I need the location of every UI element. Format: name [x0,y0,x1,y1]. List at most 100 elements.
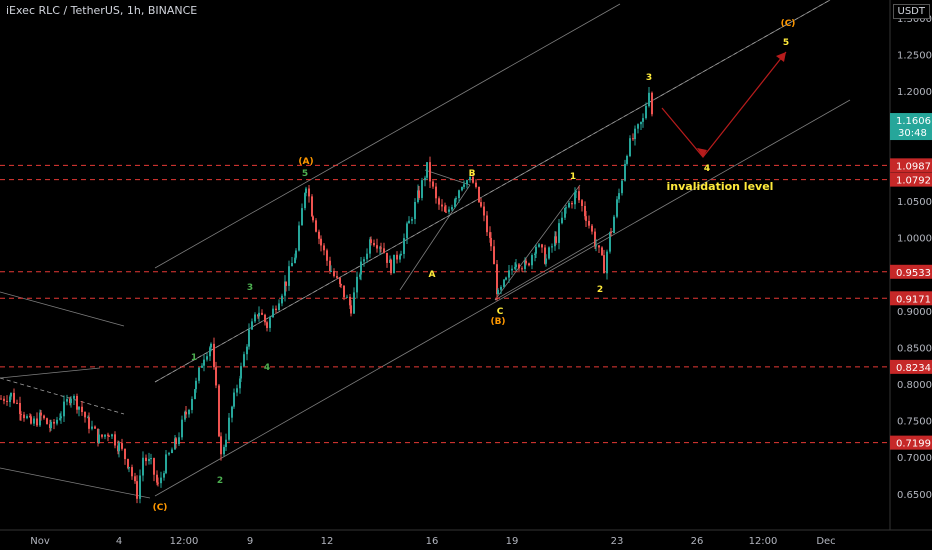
candle-body [565,207,567,209]
candle-body [601,247,603,256]
candle-body [591,225,593,232]
candle-body [118,443,120,452]
candle-body [588,220,590,226]
candle-body [50,421,52,428]
trend-line [154,99,851,497]
projection-arrowhead [697,148,707,157]
y-tick-label: 1.0500 [897,197,932,208]
candle-body [298,225,300,251]
candle-body [463,184,465,187]
candle-body [426,162,428,178]
x-tick-label: 16 [426,536,439,547]
candle-body [408,220,410,224]
candle-body [414,201,416,220]
wave-label: C [497,307,504,317]
x-tick-label: 19 [506,536,519,547]
candle-body [349,296,351,306]
candle-body [188,409,190,415]
candle-body [548,247,550,259]
candle-body [178,437,180,445]
wave-label: A [429,270,436,280]
candle-body [201,365,203,368]
candle-body [396,254,398,260]
candle-body [285,281,287,286]
candle-body [59,418,61,420]
wave-label: 2 [217,476,223,486]
candle-body [455,198,457,200]
level-price-label: 0.7199 [896,439,931,450]
candle-body [13,392,15,403]
candle-body [545,258,547,264]
candle-body [610,232,612,234]
candle-body [73,395,75,399]
candle-body [269,317,271,328]
candle-body [478,186,480,203]
candle-body [114,434,116,446]
candle-body [524,260,526,269]
candle-body [386,252,388,263]
candle-body [111,434,113,437]
candle-body [339,277,341,285]
y-tick-label: 0.7500 [897,417,932,428]
candle-body [142,457,144,476]
x-tick-label: 26 [691,536,704,547]
candle-body [101,434,103,437]
trend-line [399,184,471,291]
candle-body [91,426,93,429]
candle-body [184,411,186,420]
candle-body [642,118,644,122]
candle-body [163,473,165,478]
candle-body [585,216,587,221]
candle-body [215,367,217,386]
candle-body [145,457,147,462]
candle-body [595,245,597,247]
candle-body [438,198,440,205]
candle-body [291,263,293,267]
candle-body [198,367,200,381]
candle-body [645,105,647,119]
candle-body [538,244,540,247]
x-tick-label: 12:00 [170,536,199,547]
x-tick-label: 9 [247,536,253,547]
candle-body [246,346,248,355]
candle-body [360,261,362,275]
candle-body [400,253,402,256]
candle-body [435,186,437,199]
candle-body [251,321,253,330]
y-tick-label: 1.2000 [897,87,932,98]
candle-body [124,448,126,460]
candle-body [266,322,268,328]
wave-label: 5 [783,38,789,48]
wave-label: 1 [191,353,197,363]
candle-body [243,354,245,367]
candle-body [84,412,86,418]
candle-body [356,276,358,293]
candle-body [295,250,297,258]
candle-body [616,199,618,217]
currency-tag[interactable]: USDT [892,4,930,19]
candle-body [107,434,109,436]
candle-body [236,388,238,393]
wave-label: 3 [247,283,253,293]
candle-body [19,402,21,415]
candle-body [376,245,378,249]
candle-body [150,458,152,460]
candle-body [165,454,167,474]
level-price-tag [890,291,932,306]
candle-body [320,238,322,246]
candle-body [432,181,434,187]
candle-body [534,253,536,256]
candle-body [275,308,277,311]
candle-body [70,398,72,404]
candle-body [629,138,631,156]
level-price-label: 0.9533 [896,268,931,279]
wave-label: invalidation level [667,180,774,193]
candle-body [10,392,12,397]
candle-body [311,196,313,217]
candle-body [0,398,2,400]
candle-body [66,399,68,402]
candle-body [333,271,335,277]
candle-body [594,231,596,247]
candle-body [626,155,628,164]
